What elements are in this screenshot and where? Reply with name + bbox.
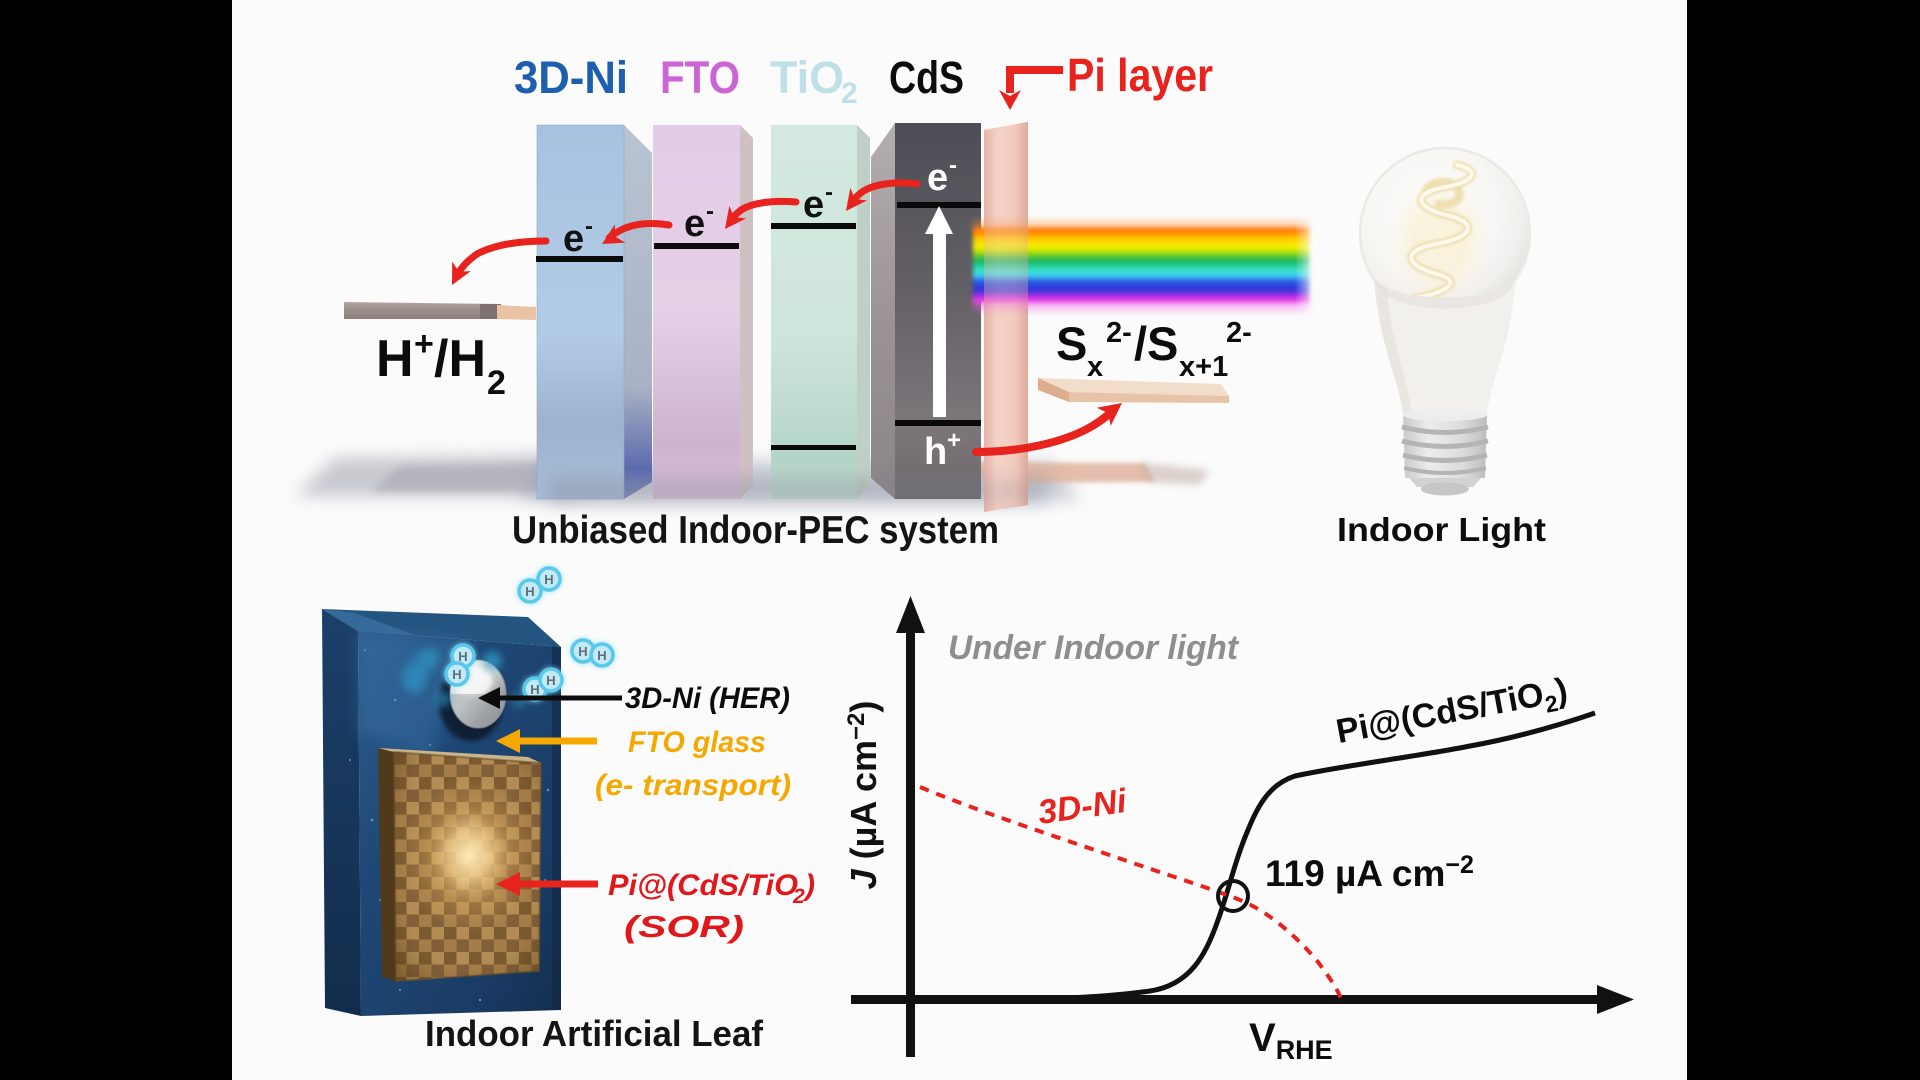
svg-text:H: H (452, 667, 461, 682)
svg-text:Indoor Light: Indoor Light (1337, 511, 1546, 548)
svg-text:CdS: CdS (889, 52, 964, 103)
svg-text:Pi@(CdS/TiO: Pi@(CdS/TiO (608, 869, 798, 902)
svg-text:e: e (563, 218, 584, 260)
svg-text:/H: /H (434, 330, 486, 388)
svg-text:): ) (802, 869, 815, 902)
svg-text:+: + (414, 325, 434, 363)
svg-text:(e- transport): (e- transport) (595, 769, 791, 802)
svg-text:H: H (458, 649, 467, 664)
svg-text:Indoor Artificial Leaf: Indoor Artificial Leaf (425, 1013, 764, 1054)
svg-text:/S: /S (1134, 317, 1178, 370)
svg-text:+: + (947, 427, 961, 454)
svg-text:-: - (825, 179, 833, 206)
svg-text:H: H (544, 572, 553, 587)
svg-text:FTO: FTO (660, 52, 740, 103)
svg-text:(SOR): (SOR) (624, 909, 744, 944)
svg-text:TiO: TiO (770, 52, 844, 103)
svg-text:e: e (803, 184, 824, 226)
svg-text:Under Indoor light: Under Indoor light (948, 629, 1240, 667)
svg-text:119 µA cm−2: 119 µA cm−2 (1265, 851, 1474, 894)
svg-text:2: 2 (841, 77, 858, 110)
svg-text:e: e (927, 157, 948, 199)
svg-text:S: S (1056, 317, 1087, 370)
svg-text:J (µA cm−2): J (µA cm−2) (843, 701, 884, 890)
svg-text:H: H (376, 330, 414, 388)
svg-text:2: 2 (487, 364, 506, 402)
svg-text:H: H (597, 648, 606, 663)
svg-text:2: 2 (792, 885, 805, 908)
svg-text:VRHE: VRHE (1249, 1016, 1333, 1065)
svg-text:-: - (949, 152, 957, 179)
svg-text:H: H (546, 673, 555, 688)
svg-text:e: e (684, 203, 705, 245)
svg-text:3D-Ni (HER): 3D-Ni (HER) (625, 682, 790, 715)
svg-text:H: H (530, 682, 539, 697)
svg-text:Pi layer: Pi layer (1067, 49, 1213, 101)
svg-text:H: H (578, 644, 587, 659)
svg-text:Unbiased Indoor-PEC system: Unbiased Indoor-PEC system (512, 509, 999, 552)
svg-text:-: - (585, 213, 593, 240)
svg-text:h: h (924, 431, 947, 473)
svg-text:3D-Ni: 3D-Ni (514, 52, 628, 103)
svg-text:H: H (525, 584, 534, 599)
svg-text:-: - (706, 198, 714, 225)
svg-text:x: x (1087, 351, 1103, 383)
svg-text:2-: 2- (1226, 317, 1252, 349)
svg-text:FTO glass: FTO glass (628, 726, 766, 759)
svg-text:2-: 2- (1106, 317, 1132, 349)
svg-text:x+1: x+1 (1179, 351, 1228, 383)
